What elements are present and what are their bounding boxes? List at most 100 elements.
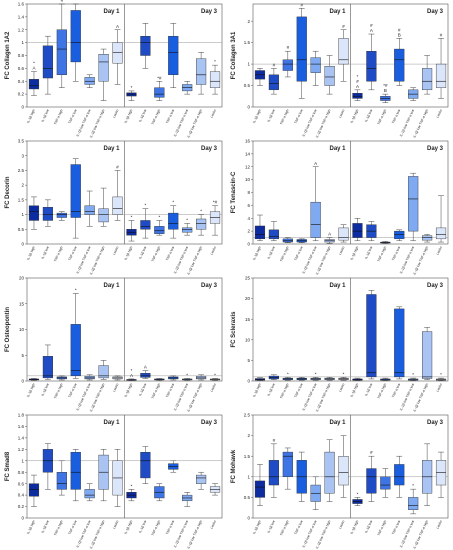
y-tick-label: 0.8: [18, 470, 25, 475]
category-label: IL-1β low: [266, 382, 276, 396]
box: [254, 480, 266, 498]
category-label: IL-1β high: [350, 520, 360, 535]
y-tick-label: 2.5: [244, 413, 251, 418]
category-label: Leuko: [338, 383, 345, 393]
day-label: Day 1: [103, 9, 120, 15]
category-label: IL-1β low TNF-α high: [89, 520, 106, 550]
category-label: IL-1β low TNF-α low: [399, 108, 415, 137]
category-label: IL-1β high: [124, 383, 134, 398]
y-tick-label: 14: [245, 151, 251, 156]
significance-marker: #: [440, 32, 443, 37]
category-label: TNF-α high: [377, 383, 388, 400]
significance-marker: B: [398, 32, 401, 37]
y-tick-label: 2: [247, 433, 250, 438]
category-label: IL-1β high: [124, 246, 134, 261]
category-label: Leuko: [112, 383, 119, 393]
category-label: IL-1β low TNF-α high: [315, 520, 332, 550]
y-tick-label: 0: [247, 105, 250, 110]
box: [56, 29, 67, 76]
category-label: TNF-α high: [377, 520, 388, 537]
y-tick-label: 1: [21, 458, 24, 463]
box: [28, 79, 40, 90]
box: [422, 331, 433, 379]
category-label: IL-1β low TNF-α low: [173, 108, 189, 137]
category-label: TNF-α low: [391, 245, 401, 261]
category-label: IL-1β low: [266, 519, 276, 533]
day-label: Day 3: [201, 420, 218, 426]
y-tick-label: 20: [19, 276, 25, 281]
y-tick-label: 1.6: [18, 2, 25, 7]
significance-marker: #: [370, 450, 373, 455]
category-label: TNF-α high: [53, 383, 64, 400]
y-tick-label: 1: [21, 212, 24, 217]
significance-marker: *: [131, 85, 133, 90]
category-label: IL-1β high: [350, 246, 360, 261]
y-axis-label: FC Collagen 3A1: [231, 31, 237, 79]
category-label: IL-1β low TNF-α high: [412, 109, 429, 139]
category-label: IL-1β low TNF-α low: [75, 519, 91, 548]
category-label: IL-1β high: [124, 520, 134, 535]
category-label: TNF-α high: [279, 109, 290, 126]
category-label: IL-1β low: [40, 108, 50, 122]
significance-marker: *: [186, 217, 188, 222]
y-tick-label: 10: [245, 337, 251, 342]
box: [154, 87, 165, 98]
box: [338, 456, 349, 486]
y-tick-label: 0: [21, 516, 24, 521]
category-label: IL-1β low: [40, 382, 50, 396]
significance-marker: *: [343, 371, 345, 376]
category-label: IL-1β low: [266, 108, 276, 122]
significance-marker: *: [440, 372, 442, 377]
y-tick-label: 5: [21, 353, 24, 358]
category-label: Leuko: [210, 246, 217, 256]
significance-marker: A: [314, 161, 317, 166]
significance-marker: *: [315, 371, 317, 376]
box: [168, 35, 179, 76]
day-label: Day 3: [427, 146, 444, 152]
category-label: IL-1β low: [266, 245, 276, 259]
significance-marker: B: [384, 88, 387, 93]
y-tick-label: 2: [247, 19, 250, 24]
box: [380, 476, 391, 490]
y-tick-label: 20: [245, 296, 251, 301]
box: [140, 220, 151, 230]
significance-marker: *: [75, 287, 77, 292]
chart-fc-collagen-3a1: 0 0.5 1 1.5 2 FC Collagen 3A1 Day 1 IL-1β high #…: [231, 2, 449, 139]
chart-fc-decorin: 0 0.5 1 1.5 2 2.5 3 3.5 FC Decorin Day 1 IL-1β hig…: [5, 139, 223, 276]
chart-fc-collagen-1a2: 0 0.2 0.4 0.6 0.8 1 1.2 1.4 1.6 FC Collagen 1A2 Da…: [5, 0, 223, 139]
category-label: Leuko: [210, 109, 217, 119]
box: [112, 196, 123, 215]
category-label: Leuko: [210, 520, 217, 530]
category-label: TNF-α low: [165, 519, 175, 535]
box: [196, 474, 207, 484]
significance-marker: *: [200, 209, 202, 214]
significance-marker: A: [356, 84, 359, 89]
category-label: TNF-α high: [279, 383, 290, 400]
box: [140, 373, 151, 378]
significance-marker: A: [130, 373, 133, 378]
y-tick-label: 1: [21, 40, 24, 45]
y-tick-label: 15: [245, 317, 251, 322]
box: [394, 464, 405, 486]
box: [268, 74, 279, 91]
y-tick-label: 8: [247, 190, 250, 195]
category-label: IL-1β low TNF-α high: [186, 246, 203, 276]
y-tick-label: 0.5: [18, 227, 25, 232]
significance-marker: *#: [157, 75, 162, 80]
category-label: TNF-α low: [391, 382, 401, 398]
category-label: IL-1β high: [26, 109, 36, 124]
category-label: IL-1β low TNF-α high: [315, 109, 332, 139]
significance-marker: #: [116, 164, 119, 169]
y-tick-label: 0.5: [244, 83, 251, 88]
significance-marker: *: [158, 214, 160, 219]
category-label: TNF-α low: [294, 519, 304, 535]
significance-marker: *: [33, 61, 35, 66]
category-label: IL-1β low TNF-α low: [301, 245, 317, 274]
significance-marker: #: [398, 27, 401, 32]
day-label: Day 1: [103, 146, 120, 152]
category-label: IL-1β low TNF-α high: [89, 109, 106, 139]
category-label: IL-1β low TNF-α low: [75, 245, 91, 274]
significance-marker: *: [131, 214, 133, 219]
category-label: Leuko: [112, 246, 119, 256]
